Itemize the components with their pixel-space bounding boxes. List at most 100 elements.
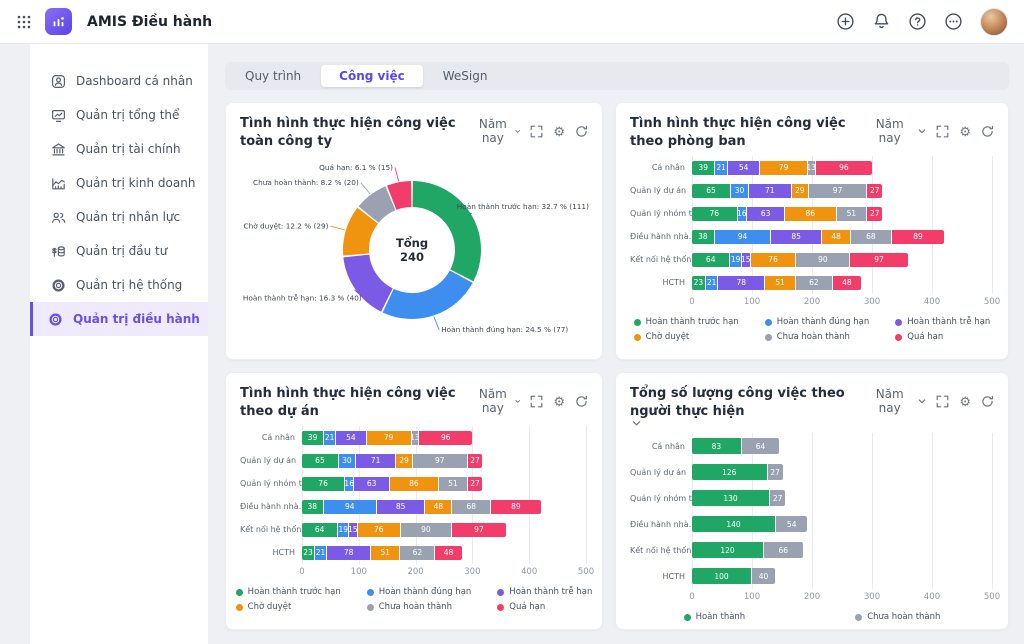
sidebar-item-3[interactable]: Quản trị tài chính [30,132,208,166]
bar-segment[interactable]: 89 [491,499,541,514]
bar-segment[interactable]: 23 [692,275,705,290]
bar-segment[interactable]: 90 [796,252,850,267]
bar-segment[interactable]: 19 [730,252,741,267]
app-logo-icon[interactable] [45,8,72,35]
bar-segment[interactable]: 21 [715,160,727,175]
bar-segment[interactable]: 63 [747,206,784,221]
legend-item[interactable]: Hoàn thành trước hạn [633,317,739,327]
bar-segment[interactable]: 90 [400,522,451,537]
legend-item[interactable]: Chưa hoàn thành [855,612,940,622]
legend-item[interactable]: Hoàn thành [683,612,745,622]
legend-item[interactable]: Chờ duyệt [633,332,739,342]
period-dropdown[interactable]: Năm nay [476,387,520,415]
bar-segment[interactable]: 65 [302,453,338,468]
donut-slice[interactable] [386,181,413,211]
refresh-icon[interactable] [575,395,588,408]
bar-segment[interactable]: 39 [302,430,324,445]
bar-segment[interactable]: 97 [412,453,467,468]
donut-slice[interactable] [382,270,473,320]
bar-segment[interactable]: 29 [396,453,412,468]
bar-segment[interactable]: 64 [692,252,730,267]
apps-grid-icon[interactable] [16,14,32,30]
bar-segment[interactable]: 48 [832,275,861,290]
bar-segment[interactable]: 78 [326,545,371,560]
add-icon[interactable] [836,12,855,31]
expand-icon[interactable] [936,395,949,408]
bar-segment[interactable]: 76 [302,476,345,491]
chevron-down-icon[interactable] [632,420,641,427]
bar-segment[interactable]: 71 [355,453,396,468]
sidebar-item-7[interactable]: Quản trị hệ thống [30,268,208,302]
settings-gear-icon[interactable]: ⚙ [553,393,565,409]
bar-segment[interactable]: 79 [366,430,411,445]
bar-segment[interactable]: 64 [741,438,780,455]
bar-segment[interactable]: 51 [438,476,467,491]
donut-slice[interactable] [343,254,394,312]
bar-segment[interactable]: 51 [371,545,400,560]
bar-segment[interactable]: 94 [323,499,376,514]
bar-segment[interactable]: 86 [390,476,438,491]
bar-segment[interactable]: 76 [357,522,400,537]
expand-icon[interactable] [530,125,543,138]
bar-segment[interactable]: 13 [807,160,815,175]
bar-segment[interactable]: 79 [760,160,807,175]
bar-segment[interactable]: 83 [692,438,741,455]
legend-item[interactable]: Quá hạn [895,332,990,342]
bar-segment[interactable]: 85 [771,229,822,244]
bar-segment[interactable]: 86 [784,206,836,221]
bar-segment[interactable]: 78 [718,275,765,290]
bar-segment[interactable]: 23 [302,545,315,560]
bar-segment[interactable]: 63 [354,476,390,491]
bar-segment[interactable]: 62 [400,545,435,560]
bar-segment[interactable]: 68 [850,229,891,244]
bar-segment[interactable]: 100 [692,568,751,585]
bar-segment[interactable]: 94 [714,229,771,244]
bar-segment[interactable]: 51 [836,206,867,221]
legend-item[interactable]: Hoàn thành đúng hạn [764,317,869,327]
bar-segment[interactable]: 126 [692,464,767,481]
bar-segment[interactable]: 96 [418,430,473,445]
expand-icon[interactable] [936,125,949,138]
bar-segment[interactable]: 54 [776,516,808,533]
bar-segment[interactable]: 30 [731,183,748,198]
bar-segment[interactable]: 97 [850,252,908,267]
bar-segment[interactable]: 27 [770,490,786,507]
donut-slice[interactable] [343,207,379,256]
sidebar-item-8[interactable]: Quản trị điều hành [30,302,208,336]
bar-segment[interactable]: 96 [815,160,873,175]
sidebar-item-5[interactable]: Quản trị nhân lực [30,200,208,234]
legend-item[interactable]: Hoàn thành trễ hạn [497,587,592,597]
bar-segment[interactable]: 27 [467,453,483,468]
settings-gear-icon[interactable]: ⚙ [959,123,971,139]
period-dropdown[interactable]: Năm nay [866,387,926,415]
bar-segment[interactable]: 27 [767,464,783,481]
bar-segment[interactable]: 38 [302,499,323,514]
refresh-icon[interactable] [981,125,994,138]
bar-segment[interactable]: 38 [692,229,714,244]
bar-segment[interactable]: 54 [727,160,760,175]
bar-segment[interactable]: 27 [867,206,883,221]
bar-segment[interactable]: 13 [411,430,418,445]
tab-quy-trình[interactable]: Quy trình [227,65,319,87]
notifications-bell-icon[interactable] [872,12,891,31]
donut-slice[interactable] [411,181,481,282]
refresh-icon[interactable] [575,125,588,138]
bar-segment[interactable]: 140 [692,516,775,533]
settings-gear-icon[interactable]: ⚙ [553,123,565,139]
sidebar-item-6[interactable]: Quản trị đầu tư [30,234,208,268]
bar-segment[interactable]: 120 [692,542,763,559]
legend-item[interactable]: Chưa hoàn thành [366,602,472,612]
tab-wesign[interactable]: WeSign [425,65,506,87]
period-dropdown[interactable]: Năm nay [866,117,926,145]
legend-item[interactable]: Chờ duyệt [235,602,341,612]
sidebar-item-4[interactable]: Quản trị kinh doanh [30,166,208,200]
bar-segment[interactable]: 29 [791,183,808,198]
bar-segment[interactable]: 54 [336,430,366,445]
bar-segment[interactable]: 97 [451,522,506,537]
bar-segment[interactable]: 71 [749,183,791,198]
bar-segment[interactable]: 65 [692,183,730,198]
bar-segment[interactable]: 64 [302,522,338,537]
bar-segment[interactable]: 19 [338,522,349,537]
bar-segment[interactable]: 39 [692,160,715,175]
bar-segment[interactable]: 85 [376,499,425,514]
